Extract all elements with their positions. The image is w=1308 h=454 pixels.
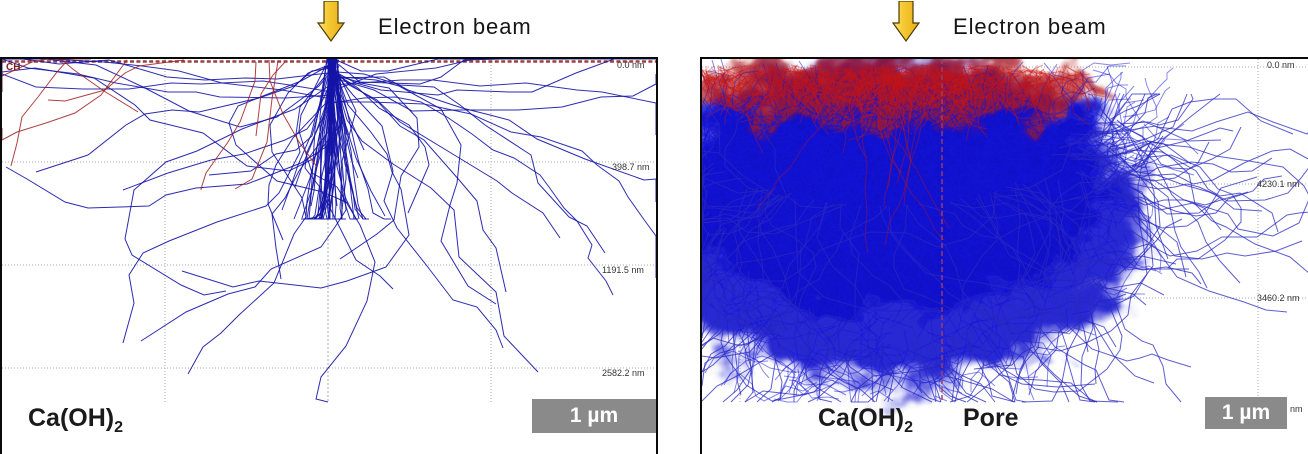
- svg-text:2582.2 nm: 2582.2 nm: [602, 368, 645, 378]
- svg-text:3460.2 nm: 3460.2 nm: [1257, 293, 1300, 303]
- svg-text:0.0 nm: 0.0 nm: [1267, 60, 1295, 70]
- svg-text:4230.1 nm: 4230.1 nm: [1257, 179, 1300, 189]
- svg-text:0.0 nm: 0.0 nm: [617, 60, 645, 70]
- svg-text:CH: CH: [6, 62, 20, 73]
- svg-text:1191.5 nm: 1191.5 nm: [602, 265, 644, 275]
- svg-text:398.7 nm: 398.7 nm: [612, 162, 650, 172]
